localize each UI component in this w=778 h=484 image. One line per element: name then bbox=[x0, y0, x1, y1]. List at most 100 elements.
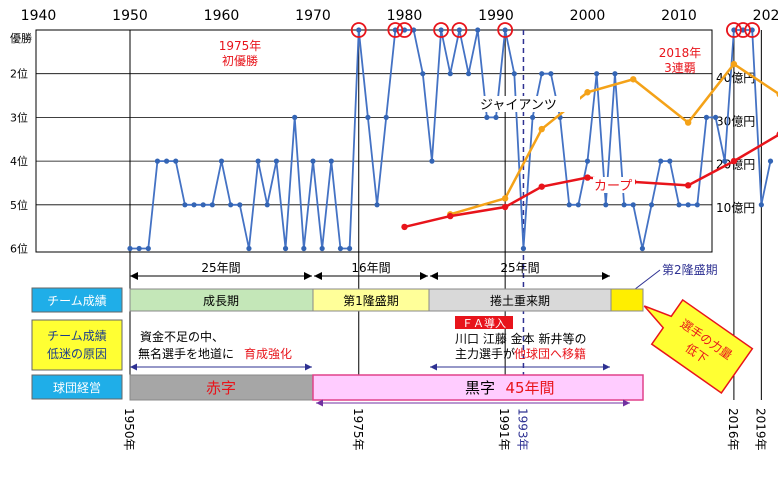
first-peak-label: 第1隆盛期 bbox=[343, 293, 399, 308]
rank-point bbox=[338, 246, 343, 251]
rank-point bbox=[191, 202, 196, 207]
milestone-labels: 1950年 1975年 1991年 1993年 2016年 2019年 bbox=[122, 408, 767, 451]
rank-point bbox=[173, 159, 178, 164]
revenue-point bbox=[731, 61, 737, 67]
three-peat-label: 3連覇 bbox=[664, 61, 696, 75]
rank-point bbox=[164, 159, 169, 164]
management-row: 球団経営 赤字 黒字 45年間 bbox=[32, 375, 643, 407]
rank-point bbox=[356, 27, 361, 32]
rank-point bbox=[521, 246, 526, 251]
revenue-point bbox=[447, 213, 453, 219]
rank-point bbox=[695, 202, 700, 207]
cause1-line1: 資金不足の中、 bbox=[140, 329, 224, 344]
cause1-line2b: 育成強化 bbox=[244, 346, 292, 361]
cause2-line1: 川口 江藤 金本 新井等の bbox=[455, 331, 586, 346]
y-right-tick-label: 30億円 bbox=[716, 114, 755, 128]
revenue-point bbox=[685, 182, 691, 188]
rank-point bbox=[365, 115, 370, 120]
rank-point bbox=[439, 27, 444, 32]
span3-label: 25年間 bbox=[500, 261, 539, 275]
three-peat-year: 2018年 bbox=[659, 46, 702, 60]
y-left-tick-label: 6位 bbox=[10, 242, 28, 256]
cause2-line2b: 他球団へ移籍 bbox=[514, 346, 586, 361]
milestone-year-label: 1975年 bbox=[351, 408, 365, 451]
milestone-year-label: 2019年 bbox=[753, 408, 767, 451]
rank-point bbox=[384, 115, 389, 120]
slump-cause-label-1: チーム成績 bbox=[47, 329, 107, 343]
rank-point bbox=[137, 246, 142, 251]
rank-point bbox=[676, 202, 681, 207]
x-tick-label: 2000 bbox=[570, 8, 606, 24]
rank-point bbox=[466, 71, 471, 76]
revenue-point bbox=[502, 204, 508, 210]
revenue-point bbox=[502, 195, 508, 201]
rank-point bbox=[228, 202, 233, 207]
rank-point bbox=[210, 202, 215, 207]
rank-point bbox=[265, 202, 270, 207]
milestone-year-label: 1993年 bbox=[515, 408, 529, 451]
rank-point bbox=[649, 202, 654, 207]
slump-cause-label-box bbox=[32, 320, 122, 370]
rank-point bbox=[686, 202, 691, 207]
second-peak-bar bbox=[611, 289, 643, 311]
rank-point bbox=[484, 115, 489, 120]
rank-point bbox=[201, 202, 206, 207]
milestone-year-label: 1950年 bbox=[122, 408, 136, 451]
rank-point bbox=[320, 246, 325, 251]
revenue-point bbox=[685, 119, 691, 125]
rank-point bbox=[713, 115, 718, 120]
x-tick-label: 1990 bbox=[478, 8, 514, 24]
revenue-point bbox=[731, 158, 737, 164]
cause1-line2a: 無名選手を地道に bbox=[138, 346, 234, 361]
revenue-point bbox=[584, 89, 590, 95]
growth-period-label: 成長期 bbox=[203, 294, 239, 308]
milestone-year-label: 1991年 bbox=[497, 408, 511, 451]
y-left-tick-label: 5位 bbox=[10, 198, 28, 212]
x-tick-label: 1940 bbox=[21, 8, 57, 24]
rank-point bbox=[155, 159, 160, 164]
rank-point bbox=[503, 27, 508, 32]
fa-badge-label: ＦＡ導入 bbox=[462, 316, 506, 330]
surplus-label-b: 45年間 bbox=[505, 379, 554, 397]
x-tick-label: 1980 bbox=[387, 8, 423, 24]
carp-series-label: カープ bbox=[594, 179, 632, 194]
revenue-point bbox=[401, 224, 407, 230]
span1-label: 25年間 bbox=[201, 261, 240, 275]
management-label: 球団経営 bbox=[53, 381, 101, 395]
rank-point bbox=[512, 71, 517, 76]
rank-point bbox=[420, 71, 425, 76]
rank-point bbox=[530, 115, 535, 120]
giants-series-label: ジャイアンツ bbox=[480, 98, 557, 113]
rank-point bbox=[603, 202, 608, 207]
rank-point bbox=[576, 202, 581, 207]
rank-point bbox=[722, 159, 727, 164]
rank-point bbox=[127, 246, 132, 251]
x-tick-label: 2010 bbox=[661, 8, 697, 24]
rank-point bbox=[667, 159, 672, 164]
y-left-tick-label: 4位 bbox=[10, 154, 28, 168]
revenue-point bbox=[539, 126, 545, 132]
milestone-year-label: 2016年 bbox=[726, 408, 740, 451]
rank-point bbox=[622, 202, 627, 207]
rank-point bbox=[594, 71, 599, 76]
x-tick-label: 1960 bbox=[204, 8, 240, 24]
rank-point bbox=[658, 159, 663, 164]
rank-point bbox=[347, 246, 352, 251]
y-left-tick-label: 3位 bbox=[10, 110, 28, 124]
revenue-point bbox=[630, 76, 636, 82]
span2-label: 16年間 bbox=[351, 261, 390, 275]
rank-point bbox=[768, 159, 773, 164]
rank-point bbox=[374, 202, 379, 207]
rank-point bbox=[567, 202, 572, 207]
rank-point bbox=[329, 159, 334, 164]
rank-point bbox=[704, 115, 709, 120]
team-results-row: チーム成績 成長期 第1隆盛期 捲土重来期 bbox=[32, 288, 643, 312]
rank-point bbox=[548, 71, 553, 76]
x-axis-ticks: 1940195019601970198019902000201020202030 bbox=[21, 8, 778, 24]
comeback-period-label: 捲土重来期 bbox=[490, 294, 550, 308]
surplus-label-a: 黒字 bbox=[465, 379, 495, 397]
first-title-label: 初優勝 bbox=[222, 53, 258, 68]
rank-point bbox=[585, 159, 590, 164]
